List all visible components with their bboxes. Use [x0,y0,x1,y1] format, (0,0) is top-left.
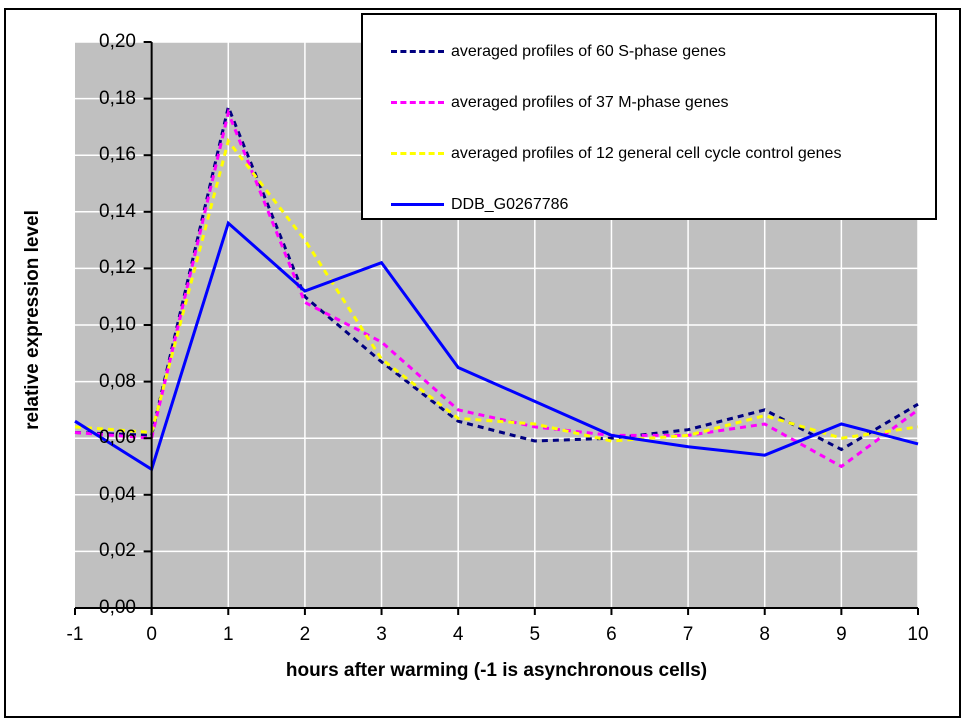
y-tick-label: 0,14 [99,200,136,222]
x-tick-label: 0 [146,624,157,645]
y-tick-label: 0,12 [99,257,136,279]
legend-item-ddb-gene: DDB_G0267786 [391,179,935,230]
legend-item-s-phase: averaged profiles of 60 S-phase genes [391,26,935,77]
x-tick-label: 3 [376,624,387,645]
legend-label-ddb-gene: DDB_G0267786 [451,195,569,213]
legend-label-cell-cycle: averaged profiles of 12 general cell cyc… [451,144,842,162]
y-tick-label: 0,02 [99,540,136,562]
legend-line-sample-m-phase [391,101,444,104]
y-tick-label: 0,06 [99,427,136,449]
legend-line-sample-cell-cycle [391,152,444,155]
x-tick-label: -1 [66,624,84,645]
x-tick-label: 8 [759,624,770,645]
y-tick-label: 0,20 [99,31,136,52]
legend-item-m-phase: averaged profiles of 37 M-phase genes [391,77,935,128]
y-tick-label: 0,16 [99,144,136,166]
y-tick-label: 0,10 [99,314,136,335]
y-tick-label: 0,00 [99,597,136,618]
y-tick-label: 0,18 [99,87,136,109]
legend-item-cell-cycle: averaged profiles of 12 general cell cyc… [391,128,935,179]
legend-label-m-phase: averaged profiles of 37 M-phase genes [451,93,729,111]
x-tick-label: 4 [452,624,464,645]
x-tick-label: 6 [606,624,617,645]
x-tick-label: 5 [529,624,541,645]
series-line-0 [74,102,919,452]
legend-line-sample-s-phase [391,50,444,53]
x-tick-label: 9 [836,624,847,645]
x-tick-label: 10 [907,624,929,645]
series-line-1 [74,107,919,469]
x-axis-title: hours after warming (-1 is asynchronous … [285,660,708,681]
y-axis-title: relative expression level [22,210,43,430]
legend-label-s-phase: averaged profiles of 60 S-phase genes [451,42,726,60]
series-line-3 [74,220,919,472]
legend: averaged profiles of 60 S-phase genes av… [361,13,937,220]
y-tick-label: 0,04 [99,483,136,505]
x-tick-label: 7 [682,624,694,645]
y-tick-label: 0,08 [99,370,136,392]
x-tick-label: 2 [299,624,311,645]
x-tick-label: 1 [222,624,234,645]
legend-line-sample-ddb-gene [391,203,444,206]
